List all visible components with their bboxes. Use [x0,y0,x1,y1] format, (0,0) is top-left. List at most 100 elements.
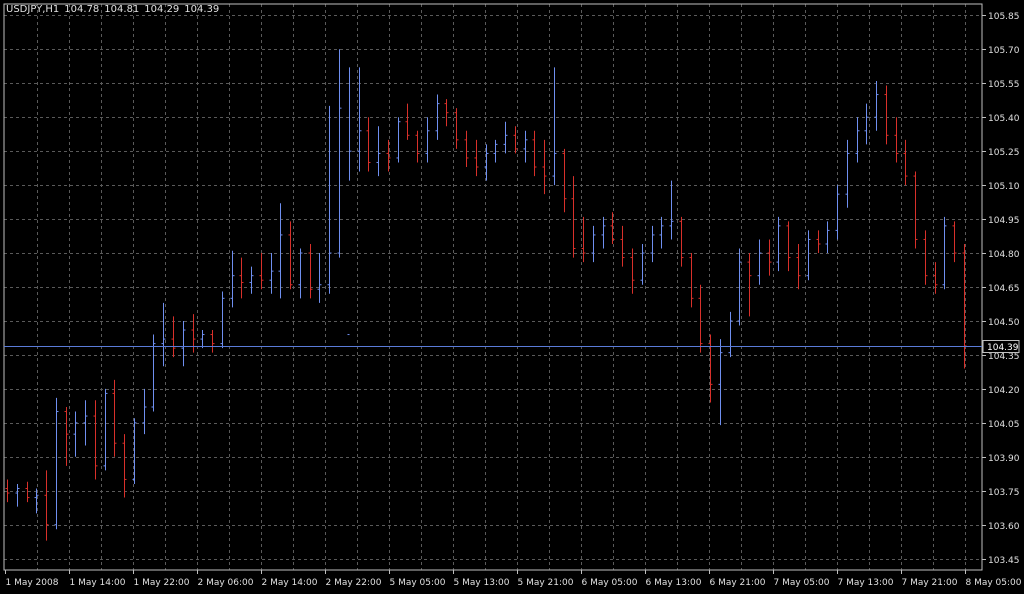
x-tick-label: 1 May 22:00 [134,578,190,588]
ohlc-bar [503,121,508,154]
ohlc-bar [200,330,205,349]
ohlc-bar [435,94,440,140]
ohlc-bar [757,239,762,285]
ohlc-bar [376,126,381,177]
ohlc-bar [278,203,283,299]
ohlc-bar [347,67,352,336]
ohlc-bar [337,49,342,258]
high-value: 104.81 [104,4,140,15]
ohlc-bar [855,117,860,163]
ohlc-bar [923,230,928,285]
y-tick-label: 104.35 [988,352,1020,362]
y-tick-label: 105.40 [988,114,1020,124]
y-tick-label: 104.20 [988,386,1020,396]
x-tick-label: 2 May 06:00 [198,578,254,588]
x-tick-label: 6 May 13:00 [646,578,702,588]
ohlc-bar [317,253,322,303]
ohlc-bar [806,230,811,281]
ohlc-bar [474,139,479,177]
ohlc-bar [708,334,713,403]
ohlc-bar [151,334,156,412]
ohlc-bar [816,230,821,254]
ohlc-bar [786,221,791,272]
close-value: 104.39 [184,4,220,15]
x-tick-label: 7 May 13:00 [838,578,894,588]
ohlc-bar [122,434,127,498]
ohlc-bar [288,221,293,290]
y-tick-label: 103.90 [988,454,1020,464]
y-tick-label: 103.60 [988,522,1020,532]
x-tick-label: 5 May 05:00 [390,578,446,588]
ohlc-bar [610,212,615,244]
grid [4,4,982,570]
ohlc-bar [640,243,645,285]
x-tick-label: 1 May 14:00 [70,578,126,588]
ohlc-bar [913,171,918,249]
ohlc-bar [484,144,489,181]
x-tick-label: 5 May 13:00 [454,578,510,588]
ohlc-bar [845,139,850,208]
ohlc-bar [44,470,49,541]
ohlc-bar [64,406,69,466]
ohlc-bar [698,284,703,353]
y-tick-label: 103.45 [988,556,1020,566]
axes: 105.85 105.70 105.55 105.40 105.25 105.10 104.… [3,3,1022,588]
ohlc-bar [93,400,98,480]
ohlc-bar [103,388,108,471]
x-tick-label: 1 May 2008 [6,578,59,588]
ohlc-bar [952,221,957,263]
y-tick-label: 104.65 [988,284,1020,294]
ohlc-bar [181,320,186,367]
ohlc-bar [298,248,303,299]
ohlc-bar [933,262,938,294]
ohlc-bar [73,411,78,457]
ohlc-bar [249,266,254,294]
ohlc-bar [767,239,772,276]
ohlc-bar [659,216,664,249]
ohlc-bar [747,253,752,317]
ohlc-bar [864,103,869,145]
ohlc-bar [327,105,332,294]
y-tick-label: 105.85 [988,12,1020,22]
ohlc-bar [542,139,547,195]
ohlc-bar [15,483,20,507]
ohlc-bar [903,139,908,186]
y-tick-label: 105.70 [988,46,1020,56]
ohlc-bar [54,397,59,530]
ohlc-bar [630,248,635,294]
y-tick-label: 105.25 [988,148,1020,158]
ohlc-bar [620,225,625,267]
ohlc-bar [357,67,362,172]
y-tick-label: 104.95 [988,216,1020,226]
ohlc-bar [796,243,801,290]
x-tick-label: 5 May 21:00 [518,578,574,588]
ohlc-bar [679,216,684,267]
ohlc-bar [308,243,313,299]
ohlc-bar [210,330,215,353]
symbol-label: USDJPY,H1 [6,4,60,15]
y-tick-label: 104.80 [988,250,1020,260]
ohlc-bar [601,216,606,249]
ohlc-bar [83,400,88,446]
ohlc-bar [171,316,176,358]
ohlc-bar [962,243,967,369]
ohlc-bar [239,257,244,299]
ohlc-bar [386,139,391,172]
ohlc-bar [142,388,147,435]
ohlc-bar [581,216,586,263]
ohlc-bar [650,225,655,263]
ohlc-bar [230,250,235,308]
ohlc-bar [415,130,420,163]
ohlc-bar [405,103,410,140]
y-tick-label: 104.50 [988,318,1020,328]
low-value: 104.29 [144,4,180,15]
ohlc-bar [523,130,528,163]
ohlc-bar [835,185,840,240]
ohlc-bar [454,108,459,149]
ohlc-bar [562,148,567,213]
ohlc-bars [5,49,967,541]
x-tick-label: 6 May 05:00 [582,578,638,588]
ohlc-bar [825,221,830,254]
ohlc-bar [396,117,401,163]
